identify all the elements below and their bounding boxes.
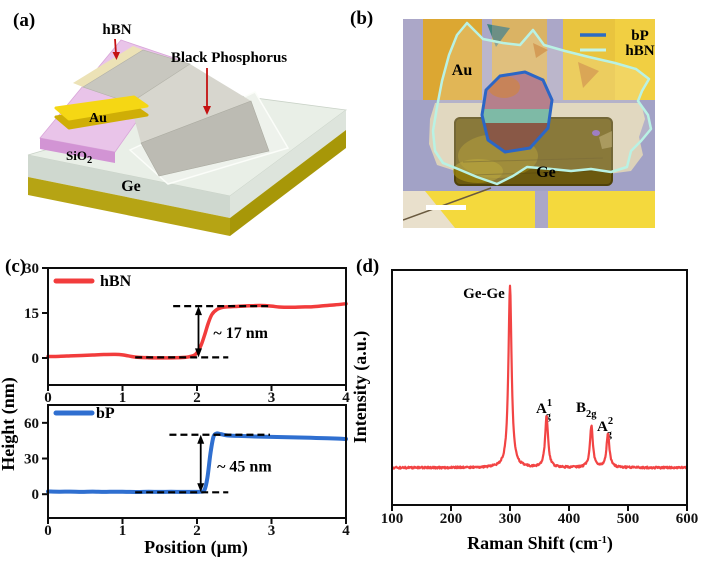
- x-axis-title: Position (μm): [144, 537, 248, 558]
- plot-hbn-height-profile: ~ 17 nm hBN 0 1 2 3 4 0 15 30: [24, 261, 350, 406]
- x-tick-label: 4: [342, 523, 350, 539]
- bp-flake: [82, 49, 270, 177]
- bp-legend-label: bP: [631, 28, 649, 44]
- step-annotation: ~ 17 nm: [213, 325, 268, 342]
- y-tick-label: 30: [24, 452, 39, 468]
- peak-label-ag1: A1 g: [536, 398, 552, 422]
- x-tick-label: 500: [617, 511, 640, 527]
- micrograph-legend: bP hBN: [580, 28, 655, 59]
- y-tick-label: 30: [24, 261, 39, 277]
- panel-b-tag: (b): [350, 8, 374, 29]
- hbn-label: hBN: [102, 22, 131, 38]
- hbn-arrow: [112, 38, 120, 60]
- optical-micrograph: Au Ge bP hBN: [403, 19, 655, 228]
- ge-label: Ge: [536, 164, 556, 181]
- curve-bp-height-profile: [46, 431, 348, 494]
- plot-frame: [47, 404, 347, 519]
- hbn-legend-label: hBN: [625, 43, 654, 59]
- panel-a-tag: (a): [13, 10, 36, 31]
- x-tick-label: 1: [119, 390, 127, 406]
- plot-frame: [47, 267, 347, 386]
- peak-label-ag2: A2 g: [597, 416, 613, 440]
- x-tick-label: 3: [268, 390, 276, 406]
- panel-d-tag: (d): [356, 256, 380, 277]
- x-tick-label: 0: [44, 390, 52, 406]
- raman-spectrum-svg: Intensity (a.u.) Raman Shift (cm-1) Ge-G…: [350, 269, 699, 554]
- x-tick-label: 3: [268, 523, 276, 539]
- x-tick-label: 600: [676, 511, 699, 527]
- bp-outline: [480, 70, 554, 154]
- bp-arrow: [203, 68, 211, 115]
- legend-label: bP: [96, 405, 115, 422]
- au-label: Au: [452, 62, 473, 79]
- orange-flake-2: [578, 62, 599, 88]
- peak-label-b2g: B2g: [576, 400, 597, 420]
- legend-label: hBN: [100, 273, 132, 290]
- device-schematic: hBN Black Phosphorus Au SiO2 Ge: [27, 22, 348, 236]
- x-tick-label: 100: [381, 511, 404, 527]
- curve-hbn-height-profile: [46, 301, 348, 360]
- plot-raman-spectrum: 100 200 300 400 500 600: [381, 269, 699, 527]
- au-electrode: [54, 95, 149, 130]
- y-tick-label: 60: [24, 416, 39, 432]
- ge-label: Ge: [121, 178, 141, 195]
- step-annotation: ~ 45 nm: [217, 459, 272, 476]
- y-tick-label: 0: [32, 487, 40, 503]
- y-tick-label: 15: [24, 306, 39, 322]
- y-axis-title: Intensity (a.u.): [350, 331, 371, 444]
- height-profiles-svg: Height (nm) Position (μm) ~ 17 nm hBN 0 1 2 3…: [0, 261, 350, 558]
- y-axis-title: Height (nm): [0, 377, 19, 471]
- plot-bp-height-profile: ~ 45 nm bP 0 1 2 3 4 0 30 60: [24, 404, 350, 539]
- teal-flake: [487, 24, 510, 47]
- scale-bar: [426, 205, 466, 210]
- sio2-label: SiO2: [66, 148, 92, 166]
- au-label: Au: [89, 111, 107, 126]
- x-tick-label: 4: [342, 390, 350, 406]
- x-tick-label: 0: [44, 523, 52, 539]
- x-tick-label: 200: [440, 511, 463, 527]
- curve-raman-spectrum: [391, 284, 688, 470]
- crack-line: [403, 187, 492, 221]
- x-tick-label: 300: [499, 511, 522, 527]
- x-tick-label: 2: [193, 523, 201, 539]
- au-pads: [418, 19, 655, 228]
- bottom-au-layer: [28, 177, 230, 236]
- x-tick-label: 1: [119, 523, 127, 539]
- peak-label-ge-ge: Ge-Ge: [463, 286, 505, 302]
- orange-flake-1: [533, 43, 548, 58]
- panel-c-tag: (c): [5, 256, 27, 277]
- plot-frame: [391, 269, 688, 506]
- x-tick-label: 400: [558, 511, 581, 527]
- x-tick-label: 2: [193, 390, 201, 406]
- x-axis-title: Raman Shift (cm-1): [467, 533, 613, 554]
- y-tick-label: 0: [32, 351, 40, 367]
- black-phosphorus-label: Black Phosphorus: [171, 50, 287, 66]
